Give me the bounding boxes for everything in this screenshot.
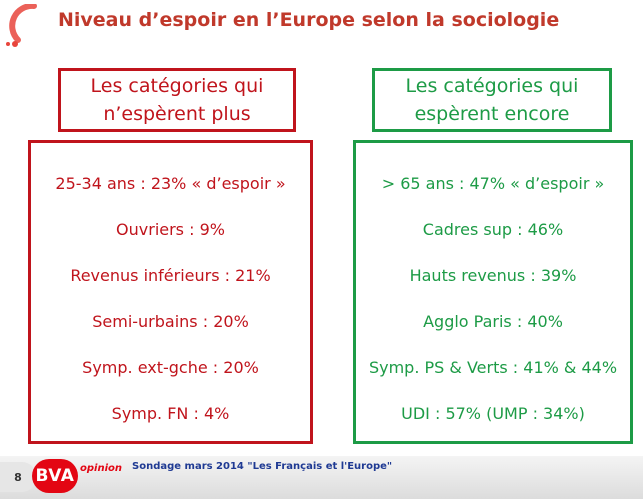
left-header-line1: Les catégories qui — [90, 75, 264, 97]
left-panel-list: 25-34 ans : 23% « d’espoir » Ouvriers : … — [28, 140, 313, 444]
left-panel-header: Les catégories qui n’espèrent plus — [58, 68, 296, 132]
right-header-line1: Les catégories qui — [405, 75, 579, 97]
page-number: 8 — [0, 462, 36, 492]
list-item: UDI : 57% (UMP : 34%) — [401, 404, 585, 423]
right-header-line2: espèrent encore — [414, 103, 570, 125]
list-item: Hauts revenus : 39% — [409, 266, 577, 285]
bva-logo: BVA — [32, 459, 78, 493]
right-panel-header: Les catégories qui espèrent encore — [372, 68, 612, 132]
list-item: > 65 ans : 47% « d’espoir » — [381, 174, 605, 193]
left-header-line2: n’espèrent plus — [103, 103, 251, 125]
right-panel-list: > 65 ans : 47% « d’espoir » Cadres sup :… — [353, 140, 633, 444]
list-item: Cadres sup : 46% — [422, 220, 564, 239]
list-item: Agglo Paris : 40% — [423, 312, 563, 331]
list-item: 25-34 ans : 23% « d’espoir » — [55, 174, 286, 193]
source-note: Sondage mars 2014 "Les Français et l'Eur… — [132, 461, 393, 472]
bva-tagline: opinion — [80, 463, 122, 474]
footer-bar — [0, 456, 643, 499]
list-item: Symp. PS & Verts : 41% & 44% — [368, 358, 618, 377]
slide-title: Niveau d’espoir en l’Europe selon la soc… — [58, 9, 560, 31]
list-item: Symp. FN : 4% — [111, 404, 230, 423]
list-item: Ouvriers : 9% — [116, 220, 225, 239]
decorative-dots-icon — [6, 4, 37, 47]
list-item: Semi-urbains : 20% — [92, 312, 249, 331]
list-item: Revenus inférieurs : 21% — [70, 266, 271, 285]
list-item: Symp. ext-gche : 20% — [82, 358, 259, 377]
